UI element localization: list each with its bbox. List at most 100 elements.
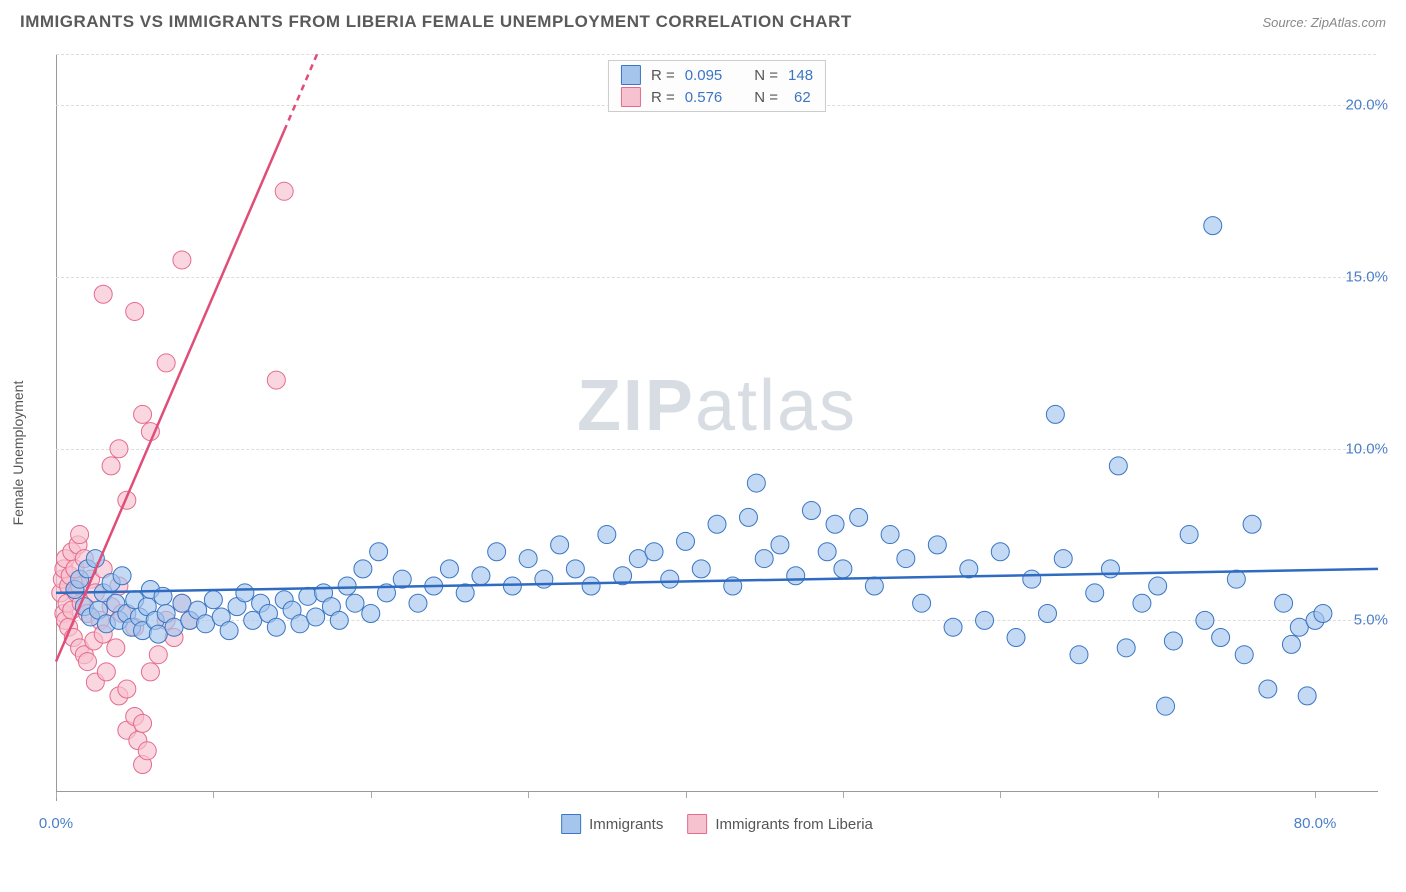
header: IMMIGRANTS VS IMMIGRANTS FROM LIBERIA FE… — [0, 0, 1406, 40]
data-point — [488, 543, 506, 561]
data-point — [661, 570, 679, 588]
chart-title: IMMIGRANTS VS IMMIGRANTS FROM LIBERIA FE… — [20, 12, 852, 32]
data-point — [1314, 605, 1332, 623]
data-point — [204, 591, 222, 609]
data-point — [113, 567, 131, 585]
data-point — [1070, 646, 1088, 664]
data-point — [409, 594, 427, 612]
data-point — [1023, 570, 1041, 588]
data-point — [897, 550, 915, 568]
data-point — [818, 543, 836, 561]
legend-row-blue: R = 0.095 N = 148 — [621, 65, 813, 85]
data-point — [535, 570, 553, 588]
data-point — [519, 550, 537, 568]
data-point — [976, 611, 994, 629]
data-point — [881, 526, 899, 544]
data-point — [1101, 560, 1119, 578]
swatch-pink — [621, 87, 641, 107]
data-point — [110, 440, 128, 458]
source-label: Source: ZipAtlas.com — [1262, 15, 1386, 30]
data-point — [354, 560, 372, 578]
data-point — [118, 680, 136, 698]
legend-row-pink: R = 0.576 N = 62 — [621, 87, 813, 107]
data-point — [1054, 550, 1072, 568]
data-point — [330, 611, 348, 629]
data-point — [1149, 577, 1167, 595]
data-point — [97, 663, 115, 681]
data-point — [928, 536, 946, 554]
data-point — [566, 560, 584, 578]
data-point — [141, 663, 159, 681]
data-point — [149, 646, 167, 664]
data-point — [267, 371, 285, 389]
data-point — [1298, 687, 1316, 705]
data-point — [134, 714, 152, 732]
data-point — [1109, 457, 1127, 475]
chart-area: Female Unemployment ZIPatlas 5.0%10.0%15… — [48, 50, 1386, 840]
data-point — [157, 354, 175, 372]
data-point — [787, 567, 805, 585]
correlation-legend: R = 0.095 N = 148 R = 0.576 N = 62 — [608, 60, 826, 112]
data-point — [370, 543, 388, 561]
data-point — [1243, 515, 1261, 533]
data-point — [1227, 570, 1245, 588]
data-point — [338, 577, 356, 595]
data-point — [220, 622, 238, 640]
data-point — [173, 251, 191, 269]
data-point — [134, 405, 152, 423]
data-point — [739, 508, 757, 526]
data-point — [472, 567, 490, 585]
data-point — [126, 302, 144, 320]
data-point — [107, 639, 125, 657]
data-point — [1117, 639, 1135, 657]
data-point — [1133, 594, 1151, 612]
data-point — [1039, 605, 1057, 623]
data-point — [275, 182, 293, 200]
data-point — [236, 584, 254, 602]
data-point — [708, 515, 726, 533]
data-point — [692, 560, 710, 578]
data-point — [267, 618, 285, 636]
data-point — [1007, 629, 1025, 647]
data-point — [598, 526, 616, 544]
y-axis-label: Female Unemployment — [10, 381, 26, 526]
data-point — [677, 532, 695, 550]
data-point — [1086, 584, 1104, 602]
data-point — [1282, 635, 1300, 653]
data-point — [1204, 217, 1222, 235]
data-point — [747, 474, 765, 492]
data-point — [1157, 697, 1175, 715]
data-point — [138, 742, 156, 760]
data-point — [551, 536, 569, 554]
data-point — [991, 543, 1009, 561]
scatter-plot — [48, 50, 1386, 840]
data-point — [78, 653, 96, 671]
data-point — [94, 285, 112, 303]
data-point — [307, 608, 325, 626]
swatch-blue — [621, 65, 641, 85]
data-point — [826, 515, 844, 533]
data-point — [71, 526, 89, 544]
data-point — [850, 508, 868, 526]
data-point — [582, 577, 600, 595]
data-point — [102, 457, 120, 475]
data-point — [755, 550, 773, 568]
data-point — [1164, 632, 1182, 650]
data-point — [771, 536, 789, 554]
data-point — [645, 543, 663, 561]
data-point — [1275, 594, 1293, 612]
data-point — [913, 594, 931, 612]
data-point — [1259, 680, 1277, 698]
data-point — [1212, 629, 1230, 647]
data-point — [834, 560, 852, 578]
data-point — [1046, 405, 1064, 423]
data-point — [503, 577, 521, 595]
data-point — [1180, 526, 1198, 544]
data-point — [944, 618, 962, 636]
data-point — [346, 594, 364, 612]
data-point — [865, 577, 883, 595]
data-point — [362, 605, 380, 623]
data-point — [1235, 646, 1253, 664]
data-point — [802, 502, 820, 520]
data-point — [299, 587, 317, 605]
